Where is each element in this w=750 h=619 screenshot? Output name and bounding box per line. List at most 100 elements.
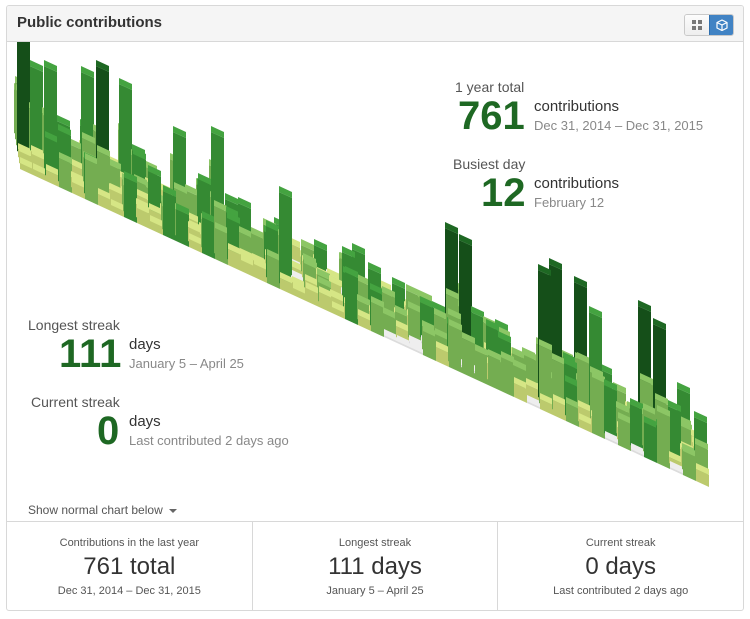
cell-top: [392, 277, 405, 289]
cell-top: [434, 308, 447, 320]
cell-side: [501, 357, 514, 397]
footer-longest-streak-label: Longest streak: [338, 537, 412, 549]
cell-top: [616, 401, 629, 413]
cell-side: [124, 177, 137, 223]
cell-top: [436, 341, 449, 353]
footer-year-total: Contributions in the last year 761 total…: [7, 522, 252, 610]
cell-top: [355, 273, 368, 285]
cell-top: [384, 329, 397, 341]
footer-year-total-value: 761 total: [83, 553, 176, 580]
cell-top: [371, 296, 384, 308]
cell-top: [85, 153, 98, 165]
cell-top: [148, 165, 161, 177]
cell-top: [449, 319, 462, 331]
cell-top: [512, 347, 525, 359]
cell-top: [251, 227, 264, 239]
footer-current-streak-value: 0 days: [585, 553, 657, 580]
cell-top: [319, 286, 332, 298]
cell-side: [384, 335, 397, 343]
cell-top: [188, 221, 201, 233]
cell-top: [395, 305, 408, 317]
cell-top: [290, 269, 303, 281]
cell-top: [679, 419, 692, 431]
cell-side: [111, 205, 124, 217]
cell-top: [471, 306, 484, 318]
cell-top: [408, 301, 421, 313]
panel-title: Public contributions: [17, 14, 162, 31]
cell-top: [352, 243, 365, 255]
cell-top: [111, 199, 124, 211]
cell-top: [81, 66, 94, 78]
cell-top: [134, 174, 147, 186]
cell-top: [513, 359, 526, 371]
cell-top: [317, 268, 330, 280]
cell-top: [448, 308, 461, 320]
footer-current-streak: Current streak 0 days Last contributed 2…: [497, 522, 743, 610]
cell-top: [46, 164, 59, 176]
show-normal-chart-link[interactable]: Show normal chart below: [28, 503, 178, 517]
isometric-contribution-chart: 1 year total 761 contributions Dec 31, 2…: [7, 42, 743, 521]
normal-view-button[interactable]: [685, 15, 709, 35]
cell-side: [254, 264, 267, 283]
cell-top: [486, 319, 499, 331]
cell-top: [564, 357, 577, 369]
cell-top: [655, 393, 668, 405]
footer-year-total-label: Contributions in the last year: [59, 537, 200, 549]
cell-side: [683, 451, 696, 481]
cell-top: [82, 132, 95, 144]
footer-longest-streak: Longest streak 111 days January 5 – Apri…: [251, 522, 498, 610]
cell-top: [397, 335, 410, 347]
cell-top: [329, 275, 342, 287]
cell-side: [85, 159, 98, 205]
cell-side: [119, 84, 132, 193]
cell-top: [669, 451, 682, 463]
cell-top: [133, 148, 146, 160]
cell-top: [33, 163, 46, 175]
cell-side: [46, 170, 59, 187]
cell-top: [96, 60, 109, 72]
cell-top: [643, 403, 656, 415]
year-total-unit-abs: contributions: [534, 98, 620, 115]
cell-side: [423, 331, 436, 361]
cell-top: [657, 405, 670, 417]
cell-top: [238, 197, 251, 209]
cell-top: [149, 203, 162, 215]
cell-side: [553, 400, 566, 421]
isometric-view-button[interactable]: [709, 15, 733, 35]
cell-top: [98, 188, 111, 200]
cell-side: [668, 406, 681, 463]
current-streak-note: Last contributed 2 days ago: [129, 433, 289, 448]
cell-top: [526, 378, 539, 390]
view-toggle: [684, 14, 734, 36]
show-normal-chart-label: Show normal chart below: [28, 503, 163, 517]
caret-down-icon: [169, 509, 178, 513]
cell-top: [314, 239, 327, 251]
cell-side: [408, 307, 421, 343]
cell-top: [378, 279, 391, 291]
cell-top: [539, 339, 552, 351]
grid-icon: [692, 20, 702, 30]
cell-top: [631, 443, 644, 455]
cell-top: [696, 463, 709, 475]
cell-top: [605, 431, 618, 443]
footer-longest-streak-value: 111 days: [328, 553, 422, 580]
cell-top: [327, 268, 340, 280]
cell-top: [396, 320, 409, 332]
cell-side: [241, 260, 254, 277]
cell-top: [174, 182, 187, 194]
cell-top: [227, 212, 240, 224]
cell-top: [72, 176, 85, 188]
cell-top: [683, 445, 696, 457]
cell-top: [305, 274, 318, 286]
longest-streak-range: January 5 – April 25: [129, 356, 244, 371]
cell-top: [345, 266, 358, 278]
cell-side: [657, 411, 670, 469]
cell-top: [176, 203, 189, 215]
cell-side: [215, 228, 228, 265]
cell-top: [589, 306, 602, 318]
cell-top: [211, 126, 224, 138]
cell-top: [173, 126, 186, 138]
cell-top: [267, 249, 280, 261]
cell-side: [540, 399, 553, 415]
panel-header: Public contributions: [7, 6, 743, 42]
